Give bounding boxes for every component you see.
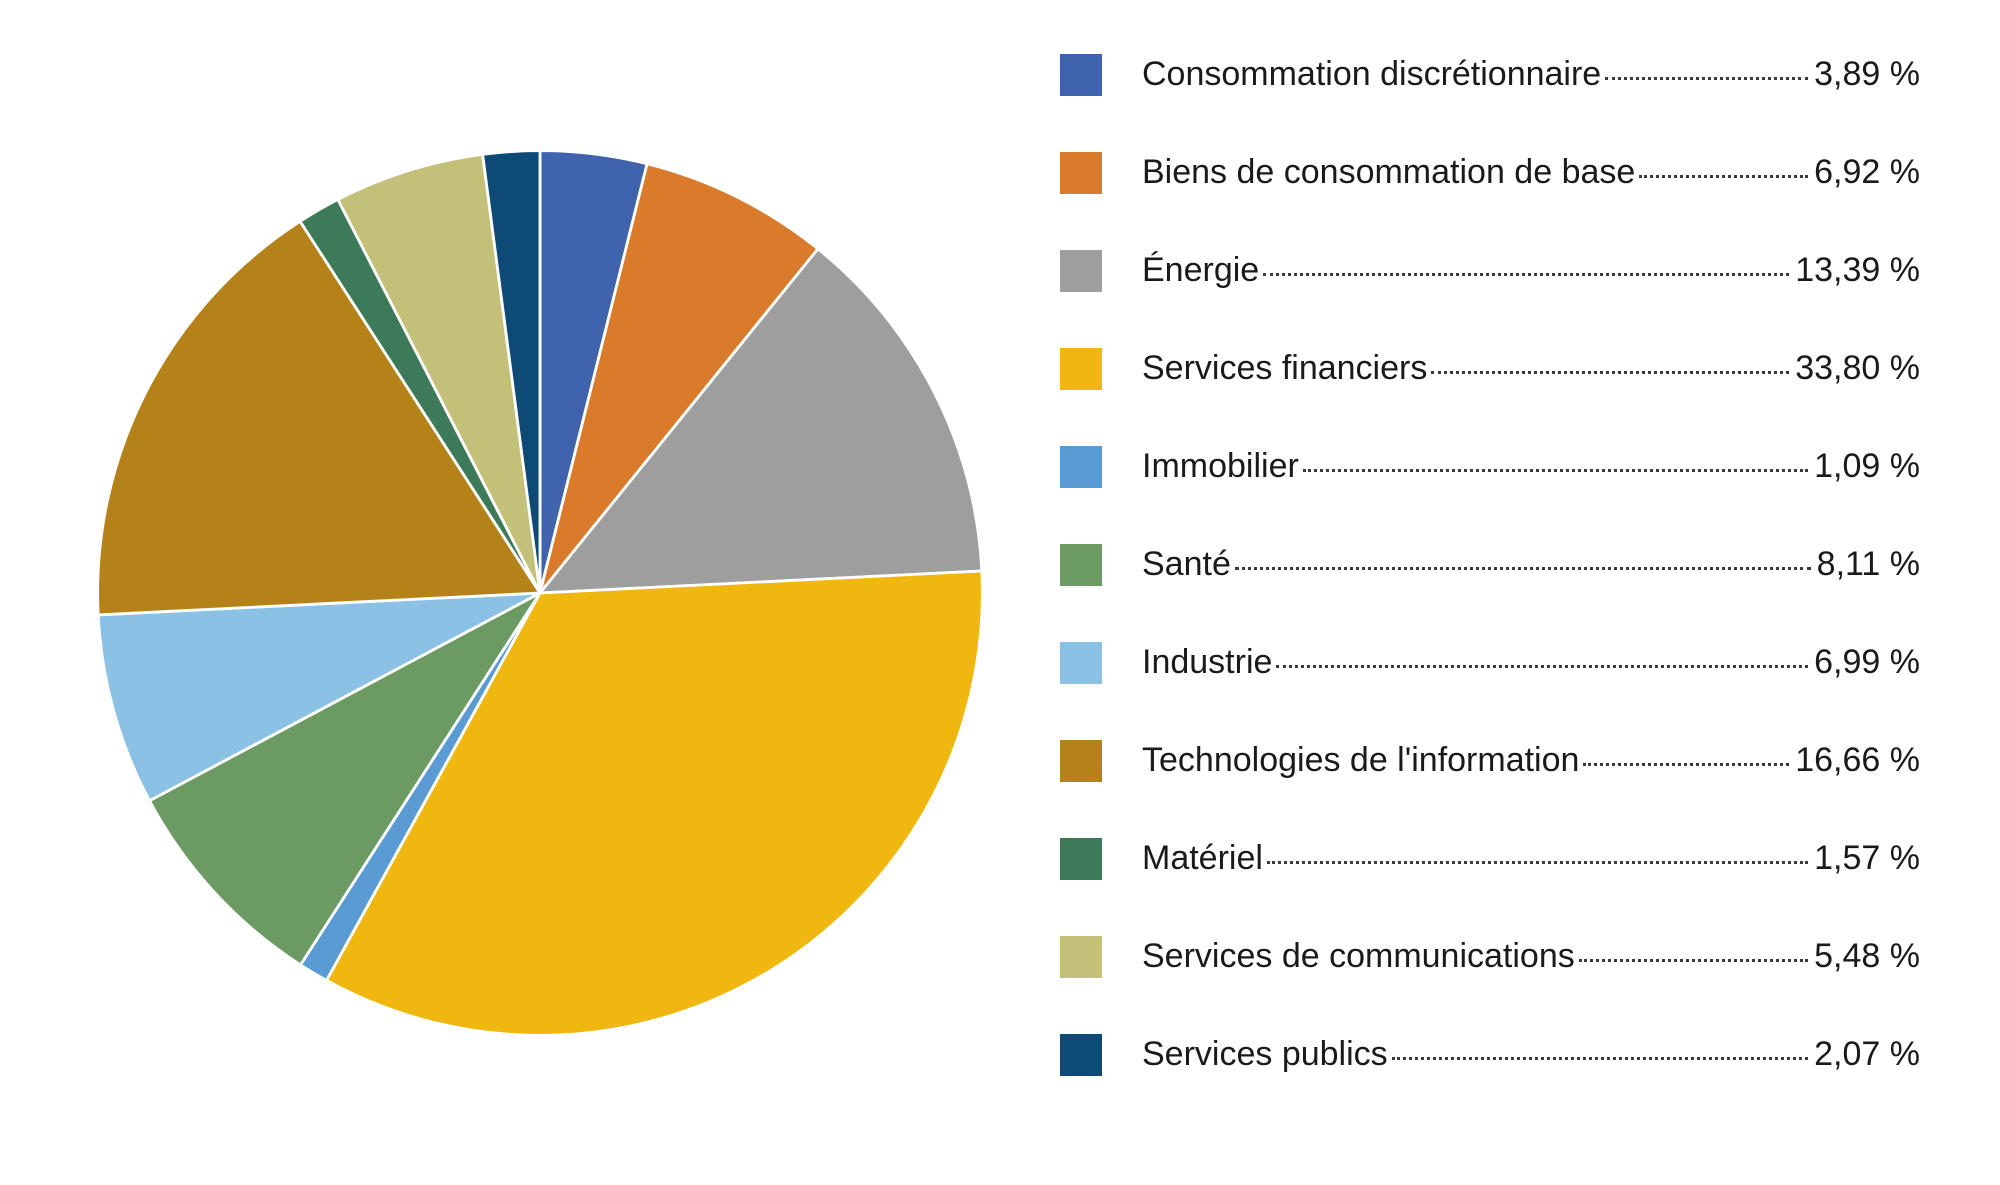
legend-dots (1579, 958, 1808, 962)
legend-text: Services de communications 5,48 % (1142, 937, 1920, 976)
legend-value: 13,39 % (1795, 251, 1920, 290)
legend-value: 6,99 % (1814, 643, 1920, 682)
legend-swatch (1060, 446, 1102, 488)
legend-text: Immobilier 1,09 % (1142, 447, 1920, 486)
legend-dots (1267, 860, 1808, 864)
legend-swatch (1060, 642, 1102, 684)
legend-dots (1605, 76, 1808, 80)
legend-value: 3,89 % (1814, 55, 1920, 94)
legend-row: Biens de consommation de base 6,92 % (1060, 152, 1920, 194)
legend-swatch (1060, 544, 1102, 586)
legend-row: Matériel 1,57 % (1060, 838, 1920, 880)
legend-dots (1392, 1056, 1808, 1060)
legend-label: Biens de consommation de base (1142, 153, 1635, 192)
legend-value: 16,66 % (1795, 741, 1920, 780)
legend-text: Matériel 1,57 % (1142, 839, 1920, 878)
legend-dots (1235, 566, 1811, 570)
legend-swatch (1060, 740, 1102, 782)
pie-chart-svg (60, 43, 1020, 1143)
legend-label: Immobilier (1142, 447, 1299, 486)
legend-row: Santé 8,11 % (1060, 544, 1920, 586)
legend-row: Consommation discrétionnaire 3,89 % (1060, 54, 1920, 96)
chart-container: Consommation discrétionnaire 3,89 % Biens … (0, 0, 2000, 1185)
legend-label: Santé (1142, 545, 1231, 584)
legend-dots (1263, 272, 1789, 276)
legend-swatch (1060, 1034, 1102, 1076)
legend-dots (1583, 762, 1789, 766)
legend-swatch (1060, 250, 1102, 292)
legend: Consommation discrétionnaire 3,89 % Biens … (1020, 54, 1940, 1132)
legend-row: Industrie 6,99 % (1060, 642, 1920, 684)
legend-label: Services de communications (1142, 937, 1575, 976)
legend-text: Services publics 2,07 % (1142, 1035, 1920, 1074)
legend-value: 1,57 % (1814, 839, 1920, 878)
legend-label: Matériel (1142, 839, 1263, 878)
legend-label: Services publics (1142, 1035, 1388, 1074)
legend-value: 8,11 % (1817, 545, 1920, 584)
legend-row: Immobilier 1,09 % (1060, 446, 1920, 488)
legend-label: Industrie (1142, 643, 1272, 682)
legend-text: Biens de consommation de base 6,92 % (1142, 153, 1920, 192)
pie-chart-area (60, 40, 1020, 1145)
legend-text: Consommation discrétionnaire 3,89 % (1142, 55, 1920, 94)
legend-text: Industrie 6,99 % (1142, 643, 1920, 682)
legend-text: Énergie 13,39 % (1142, 251, 1920, 290)
legend-dots (1303, 468, 1808, 472)
legend-value: 2,07 % (1814, 1035, 1920, 1074)
legend-swatch (1060, 348, 1102, 390)
legend-dots (1431, 370, 1789, 374)
legend-text: Santé 8,11 % (1142, 545, 1920, 584)
legend-value: 33,80 % (1795, 349, 1920, 388)
legend-row: Services de communications 5,48 % (1060, 936, 1920, 978)
legend-dots (1276, 664, 1808, 668)
legend-row: Services financiers 33,80 % (1060, 348, 1920, 390)
legend-row: Services publics 2,07 % (1060, 1034, 1920, 1076)
legend-dots (1639, 174, 1808, 178)
legend-swatch (1060, 152, 1102, 194)
legend-value: 5,48 % (1814, 937, 1920, 976)
legend-label: Services financiers (1142, 349, 1427, 388)
legend-swatch (1060, 936, 1102, 978)
legend-value: 1,09 % (1814, 447, 1920, 486)
legend-row: Technologies de l'information 16,66 % (1060, 740, 1920, 782)
legend-swatch (1060, 838, 1102, 880)
legend-text: Services financiers 33,80 % (1142, 349, 1920, 388)
legend-label: Technologies de l'information (1142, 741, 1579, 780)
legend-swatch (1060, 54, 1102, 96)
legend-label: Énergie (1142, 251, 1259, 290)
legend-text: Technologies de l'information 16,66 % (1142, 741, 1920, 780)
legend-label: Consommation discrétionnaire (1142, 55, 1601, 94)
legend-row: Énergie 13,39 % (1060, 250, 1920, 292)
legend-value: 6,92 % (1814, 153, 1920, 192)
